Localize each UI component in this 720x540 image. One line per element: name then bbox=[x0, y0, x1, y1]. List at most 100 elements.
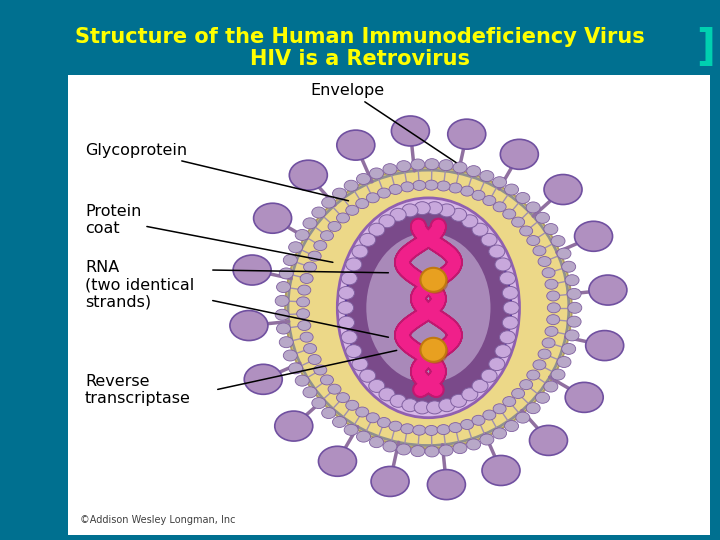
Ellipse shape bbox=[562, 261, 576, 272]
Ellipse shape bbox=[356, 173, 371, 185]
Ellipse shape bbox=[318, 446, 356, 476]
Ellipse shape bbox=[500, 272, 516, 285]
Ellipse shape bbox=[527, 370, 540, 380]
Ellipse shape bbox=[544, 224, 558, 234]
Ellipse shape bbox=[276, 281, 291, 293]
Ellipse shape bbox=[279, 268, 293, 279]
Ellipse shape bbox=[295, 375, 309, 386]
Ellipse shape bbox=[244, 364, 282, 394]
Ellipse shape bbox=[360, 369, 376, 382]
Ellipse shape bbox=[503, 209, 516, 219]
Text: Protein
coat: Protein coat bbox=[85, 204, 333, 262]
Ellipse shape bbox=[536, 392, 549, 403]
Ellipse shape bbox=[230, 310, 268, 341]
Ellipse shape bbox=[320, 231, 333, 241]
Ellipse shape bbox=[337, 198, 520, 418]
Ellipse shape bbox=[425, 159, 439, 170]
Ellipse shape bbox=[472, 415, 485, 426]
Ellipse shape bbox=[356, 431, 371, 442]
Ellipse shape bbox=[567, 288, 581, 300]
Ellipse shape bbox=[492, 428, 507, 439]
Ellipse shape bbox=[397, 161, 410, 172]
Ellipse shape bbox=[451, 394, 467, 407]
Ellipse shape bbox=[546, 315, 559, 325]
Text: HIV is a Retrovirus: HIV is a Retrovirus bbox=[250, 49, 470, 69]
Ellipse shape bbox=[289, 363, 302, 374]
Ellipse shape bbox=[438, 399, 455, 411]
Ellipse shape bbox=[420, 268, 446, 292]
Ellipse shape bbox=[397, 444, 410, 455]
Ellipse shape bbox=[356, 407, 369, 417]
Ellipse shape bbox=[420, 338, 446, 362]
Ellipse shape bbox=[472, 223, 488, 236]
Ellipse shape bbox=[288, 170, 569, 446]
Ellipse shape bbox=[529, 426, 567, 455]
Ellipse shape bbox=[377, 417, 390, 428]
Ellipse shape bbox=[338, 316, 354, 329]
Ellipse shape bbox=[495, 258, 511, 271]
Ellipse shape bbox=[233, 255, 271, 285]
Ellipse shape bbox=[320, 375, 333, 385]
Ellipse shape bbox=[565, 382, 603, 413]
Ellipse shape bbox=[336, 393, 349, 403]
Ellipse shape bbox=[352, 245, 368, 258]
Ellipse shape bbox=[303, 218, 317, 229]
Ellipse shape bbox=[366, 413, 379, 423]
Ellipse shape bbox=[545, 279, 558, 289]
Ellipse shape bbox=[462, 215, 478, 228]
Ellipse shape bbox=[304, 262, 317, 272]
Ellipse shape bbox=[392, 116, 429, 146]
Text: Glycoprotein: Glycoprotein bbox=[85, 143, 348, 201]
Ellipse shape bbox=[366, 193, 379, 203]
Ellipse shape bbox=[448, 119, 486, 149]
Ellipse shape bbox=[568, 302, 582, 313]
Ellipse shape bbox=[527, 235, 540, 246]
Ellipse shape bbox=[526, 202, 540, 213]
Ellipse shape bbox=[389, 421, 402, 431]
Ellipse shape bbox=[493, 404, 506, 414]
Ellipse shape bbox=[505, 184, 518, 195]
Ellipse shape bbox=[557, 356, 571, 368]
Ellipse shape bbox=[338, 301, 354, 314]
Ellipse shape bbox=[512, 388, 525, 399]
Ellipse shape bbox=[411, 159, 425, 170]
Ellipse shape bbox=[526, 403, 540, 414]
Ellipse shape bbox=[425, 180, 438, 190]
Ellipse shape bbox=[503, 301, 519, 314]
Ellipse shape bbox=[283, 254, 297, 266]
Ellipse shape bbox=[503, 316, 518, 329]
Ellipse shape bbox=[500, 330, 516, 344]
Ellipse shape bbox=[547, 303, 560, 313]
Bar bbox=[65, 75, 710, 535]
Ellipse shape bbox=[423, 340, 449, 364]
Ellipse shape bbox=[480, 434, 494, 445]
Ellipse shape bbox=[346, 208, 511, 408]
Ellipse shape bbox=[492, 177, 507, 188]
Text: Structure of the Human Immunodeficiency Virus: Structure of the Human Immunodeficiency … bbox=[75, 27, 645, 47]
Ellipse shape bbox=[314, 365, 327, 375]
Ellipse shape bbox=[297, 309, 310, 319]
Ellipse shape bbox=[341, 272, 357, 285]
Ellipse shape bbox=[300, 273, 313, 284]
Ellipse shape bbox=[401, 424, 414, 434]
Ellipse shape bbox=[533, 360, 546, 370]
Ellipse shape bbox=[314, 241, 327, 251]
Ellipse shape bbox=[538, 349, 551, 359]
Ellipse shape bbox=[520, 226, 533, 236]
Ellipse shape bbox=[369, 168, 384, 179]
Ellipse shape bbox=[425, 426, 438, 435]
Ellipse shape bbox=[585, 330, 624, 361]
Ellipse shape bbox=[426, 201, 443, 215]
Bar bbox=[0, 75, 68, 535]
Ellipse shape bbox=[462, 388, 478, 401]
Ellipse shape bbox=[336, 213, 349, 223]
Ellipse shape bbox=[575, 221, 613, 251]
Ellipse shape bbox=[482, 455, 520, 485]
Ellipse shape bbox=[333, 416, 346, 428]
Ellipse shape bbox=[520, 380, 533, 390]
Ellipse shape bbox=[303, 387, 317, 398]
Ellipse shape bbox=[322, 408, 336, 418]
Ellipse shape bbox=[356, 199, 369, 208]
Ellipse shape bbox=[285, 167, 572, 448]
Ellipse shape bbox=[279, 336, 293, 348]
